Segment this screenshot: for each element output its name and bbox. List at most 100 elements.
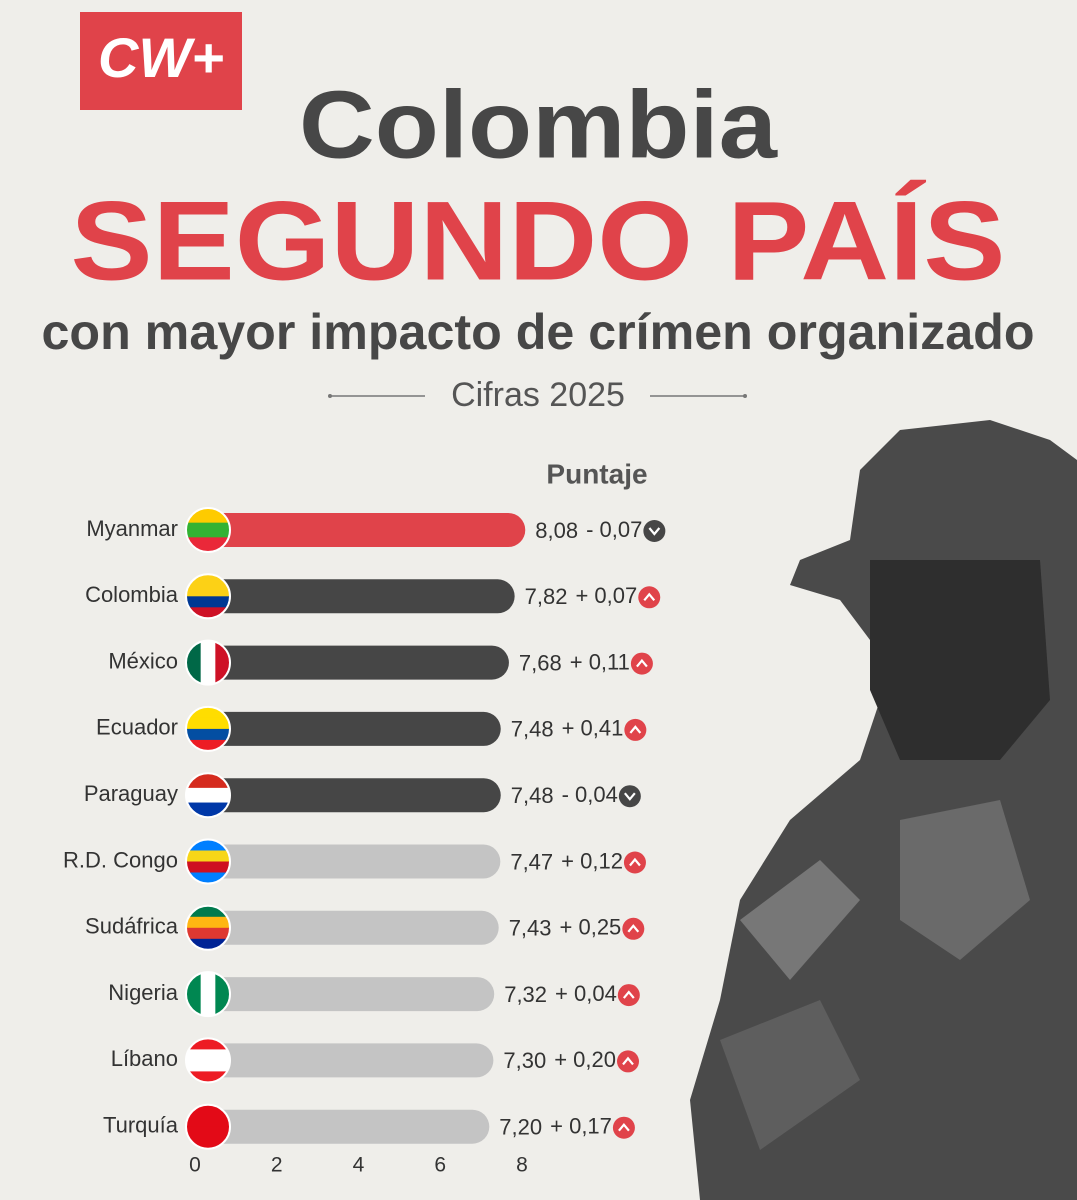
category-label: Nigeria <box>108 980 178 1005</box>
flag-stripe <box>186 872 230 884</box>
flag-stripe <box>200 972 216 1017</box>
flag <box>185 705 231 752</box>
flag-stripe <box>186 861 230 873</box>
category-label: Sudáfrica <box>85 914 179 939</box>
change-icon-chevron <box>629 857 641 867</box>
change-label: + 0,25 <box>560 915 622 940</box>
value-label: 7,32 <box>504 982 547 1007</box>
x-tick-label: 2 <box>271 1154 283 1177</box>
change-icon <box>630 652 653 675</box>
flag <box>185 772 231 819</box>
x-tick-label: 4 <box>353 1154 365 1177</box>
flag-ring <box>185 1103 231 1150</box>
change-icon-circle <box>638 586 661 609</box>
x-tick-label: 8 <box>516 1154 528 1177</box>
subtitle: con mayor impacto de crímen organizado <box>42 304 1035 360</box>
flag-stripe <box>186 1071 230 1083</box>
soldier-silhouette <box>690 420 1077 1200</box>
value-label: 7,48 <box>511 717 554 742</box>
flag-stripe <box>186 596 230 608</box>
bar <box>195 1109 490 1144</box>
value-label: 7,48 <box>511 783 554 808</box>
flag-stripe <box>186 927 230 940</box>
change-icon-circle <box>643 520 666 542</box>
flag-stripe <box>186 728 230 741</box>
change-label: + 0,12 <box>561 848 623 873</box>
flag-ring <box>185 705 231 752</box>
period: Cifras 2025 <box>451 376 625 414</box>
change-icon-chevron <box>618 1122 630 1132</box>
change-icon-circle <box>618 785 641 808</box>
change-label: + 0,17 <box>550 1114 612 1139</box>
plot: Myanmar 8,08 - 0,07 Colombia 7,82 + 0,07 Méxic… <box>63 507 666 1177</box>
change-label: + 0,04 <box>555 981 617 1006</box>
category-label: Myanmar <box>86 516 178 541</box>
category-label: México <box>108 648 178 673</box>
change-icon-circle <box>617 984 640 1007</box>
change-icon <box>624 718 647 741</box>
flag-stripe <box>186 787 230 804</box>
change-label: - 0,04 <box>562 782 618 807</box>
category-label: Líbano <box>111 1046 178 1071</box>
x-tick-label: 6 <box>434 1154 446 1177</box>
value-label: 7,68 <box>519 650 562 675</box>
flag <box>185 904 231 951</box>
flag-stripe <box>186 739 230 751</box>
flag-ring <box>185 904 231 951</box>
headline: SEGUNDO PAÍS <box>71 179 1006 304</box>
bar <box>195 711 501 746</box>
change-icon <box>623 851 646 874</box>
value-label: 7,30 <box>503 1048 546 1073</box>
change-icon-chevron <box>648 527 661 536</box>
flag-ring <box>185 507 231 553</box>
flag-ring <box>185 772 231 819</box>
flag-stripe <box>186 839 230 851</box>
title: Colombia <box>299 71 778 178</box>
flag-ring <box>185 971 231 1018</box>
bar <box>195 645 509 680</box>
flag-stripe <box>200 640 216 685</box>
bar <box>195 513 526 547</box>
change-icon-circle <box>616 1050 639 1073</box>
change-icon-chevron <box>629 725 642 734</box>
logo-text: CW+ <box>98 26 224 89</box>
category-label: Turquía <box>103 1113 179 1138</box>
flag-stripe <box>186 574 230 586</box>
logo-box <box>80 12 242 110</box>
change-icon-chevron <box>636 658 648 668</box>
bar <box>195 977 495 1012</box>
flag-stripe <box>186 1104 230 1128</box>
flag-ring <box>185 1037 231 1084</box>
divider-dot <box>328 394 332 398</box>
category-label: Paraguay <box>84 781 178 806</box>
change-icon <box>618 785 641 808</box>
flag-stripe <box>186 850 230 862</box>
change-icon-circle <box>624 718 647 741</box>
x-tick-label: 0 <box>189 1154 201 1177</box>
flag-stripe <box>186 1126 230 1149</box>
flag-stripe <box>186 1060 230 1072</box>
change-icon <box>616 1050 639 1073</box>
value-header: Puntaje <box>546 458 647 489</box>
change-label: + 0,07 <box>575 583 637 608</box>
flag-stripe <box>186 1038 230 1050</box>
bar <box>195 1043 494 1078</box>
flag <box>185 971 231 1018</box>
category-label: Ecuador <box>96 715 178 740</box>
flag-stripe <box>186 1049 230 1061</box>
change-icon-chevron <box>622 1056 634 1066</box>
value-label: 8,08 <box>535 518 578 543</box>
change-icon-circle <box>630 652 653 675</box>
change-icon <box>643 520 666 542</box>
change-icon <box>617 984 640 1007</box>
flag-stripe <box>186 607 230 619</box>
bar <box>195 844 501 879</box>
change-icon <box>638 586 661 609</box>
change-icon <box>612 1116 635 1139</box>
flag <box>185 838 231 885</box>
flag <box>185 1037 231 1084</box>
change-icon-chevron <box>627 924 640 933</box>
flag-stripe <box>186 706 230 719</box>
value-label: 7,47 <box>510 849 553 874</box>
flag-ring <box>185 639 231 686</box>
